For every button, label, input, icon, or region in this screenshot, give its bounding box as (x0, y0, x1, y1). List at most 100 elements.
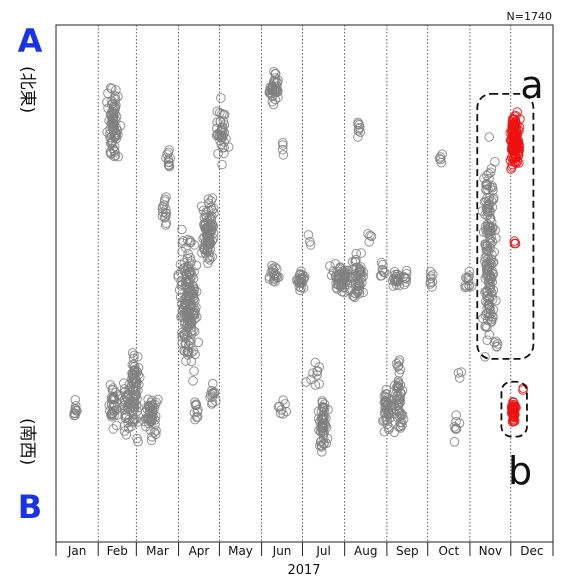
data-point (393, 394, 403, 404)
y-bottom-annotation: (南西) (17, 418, 37, 465)
data-point (203, 253, 213, 263)
data-point (185, 300, 195, 310)
data-point (395, 364, 406, 375)
data-point (326, 270, 337, 281)
data-point (487, 181, 498, 191)
data-point (212, 106, 222, 117)
data-point (316, 442, 327, 452)
data-point (350, 276, 361, 286)
data-point (484, 132, 495, 142)
data-point (111, 420, 122, 431)
x-axis-ticks: Jan Feb Mar Apr May Jun Jul Aug Sep Oct Nov Dec (55, 542, 554, 558)
data-point (207, 399, 217, 409)
data-point (317, 415, 327, 426)
data-point (147, 406, 158, 417)
data-point-highlight (507, 159, 518, 170)
data-point (278, 140, 288, 150)
data-point (482, 290, 493, 301)
data-point (481, 246, 492, 257)
data-point (161, 153, 171, 163)
data-point (339, 269, 349, 279)
data-point (478, 313, 488, 324)
data-point (151, 425, 161, 436)
data-point (451, 410, 462, 420)
data-point (277, 144, 288, 155)
data-point (449, 422, 460, 432)
data-point (107, 106, 117, 117)
data-point (397, 420, 407, 431)
x-tick-label-jun: Jun (272, 544, 292, 558)
x-tick-label-nov: Nov (479, 544, 502, 558)
data-point (127, 348, 138, 358)
data-point (351, 254, 361, 265)
data-point (395, 423, 406, 433)
data-point (267, 82, 278, 93)
data-point (267, 267, 278, 277)
data-point (483, 168, 494, 179)
data-point (143, 414, 154, 424)
data-point (108, 424, 118, 434)
data-point (317, 397, 328, 408)
data-point (275, 408, 286, 419)
data-point-highlight (512, 120, 522, 130)
data-point (487, 291, 497, 301)
data-point (162, 149, 172, 159)
data-point (177, 224, 187, 235)
data-point-highlight (509, 146, 520, 156)
x-tick-label-apr: Apr (189, 544, 210, 558)
data-point (484, 329, 495, 340)
data-point-highlight (509, 236, 520, 246)
data-point (151, 397, 162, 408)
data-point (113, 91, 123, 102)
data-point (190, 414, 200, 425)
data-point (269, 67, 279, 77)
data-point (196, 201, 207, 212)
data-point (316, 436, 327, 446)
x-tick-label-jul: Jul (315, 544, 330, 558)
data-point (485, 305, 496, 315)
data-point (219, 142, 229, 153)
data-point (212, 123, 222, 134)
data-point (178, 236, 188, 246)
annotations: ab (476, 63, 544, 493)
data-point (183, 248, 193, 259)
data-point (486, 167, 496, 178)
data-point (483, 225, 493, 235)
x-tick-label-aug: Aug (354, 544, 377, 558)
data-point-highlight (509, 238, 520, 249)
data-point (113, 129, 123, 140)
data-point (176, 310, 187, 321)
data-point (153, 394, 163, 405)
data-point (354, 285, 365, 296)
data-point (183, 271, 193, 281)
data-point (426, 271, 436, 281)
data-point (352, 287, 363, 298)
x-tick-label-may: May (228, 544, 253, 558)
data-point (110, 150, 121, 161)
data-point (199, 244, 210, 254)
data-point (105, 406, 115, 416)
data-point (109, 116, 119, 126)
data-point (435, 152, 446, 162)
data-point-highlight (507, 417, 518, 427)
data-point (107, 96, 117, 106)
data-point (269, 274, 280, 284)
data-point (425, 279, 436, 289)
plot-frame (55, 24, 554, 543)
data-point (353, 117, 363, 128)
data-point (315, 416, 325, 427)
data-point (215, 135, 225, 146)
data-point (161, 209, 172, 219)
data-point (204, 254, 215, 265)
data-point (110, 108, 120, 119)
data-point (358, 271, 369, 282)
data-point (142, 413, 153, 424)
data-point (484, 199, 495, 210)
data-point (216, 93, 226, 103)
data-point (177, 338, 187, 348)
data-point (453, 368, 464, 378)
data-point (318, 426, 329, 436)
data-point (389, 394, 400, 404)
annotation-label-a: a (520, 63, 543, 107)
